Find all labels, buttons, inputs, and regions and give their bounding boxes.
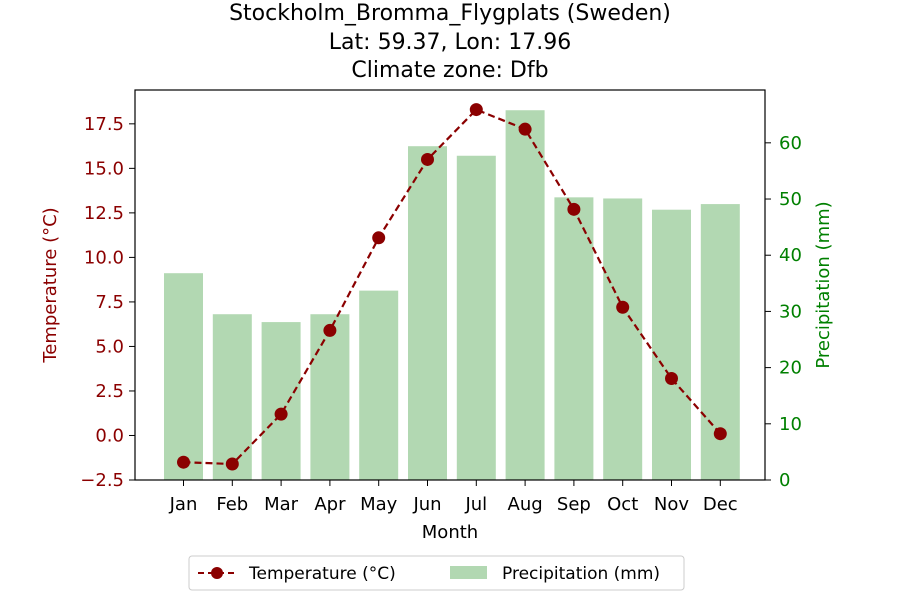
temperature-point-dec — [713, 427, 727, 441]
precipitation-tick-label: 30 — [779, 301, 802, 322]
precipitation-bar-feb — [212, 314, 252, 480]
precipitation-tick-label: 60 — [779, 133, 802, 154]
precipitation-bar-oct — [603, 198, 643, 481]
precipitation-bar-may — [359, 290, 399, 480]
legend-temperature-label: Temperature (°C) — [248, 564, 396, 584]
temperature-tick-label: 15.0 — [84, 158, 124, 179]
precipitation-bar-apr — [310, 314, 350, 480]
legend-temperature-marker — [211, 567, 223, 579]
temperature-line — [183, 108, 722, 466]
title-line-station: Stockholm_Bromma_Flygplats (Sweden) — [229, 1, 671, 26]
precipitation-tick-label: 10 — [779, 414, 802, 435]
chart-title: Stockholm_Bromma_Flygplats (Sweden) Lat:… — [229, 1, 671, 83]
temperature-tick-label: 0.0 — [95, 425, 124, 446]
precipitation-bar-sep — [554, 197, 594, 480]
precipitation-bar-jan — [164, 273, 203, 480]
month-tick-label: Jun — [412, 494, 441, 515]
temperature-point-oct — [616, 300, 630, 314]
precipitation-bar-mar — [261, 322, 301, 480]
temperature-point-aug — [518, 122, 532, 136]
temperature-point-sep — [567, 202, 581, 216]
precipitation-bars — [164, 110, 740, 481]
temperature-point-nov — [665, 371, 678, 385]
precipitation-bar-jun — [408, 146, 447, 480]
month-tick-label: Jul — [464, 494, 487, 515]
temperature-point-mar — [274, 407, 288, 421]
temperature-tick-label: 5.0 — [95, 336, 124, 357]
temperature-tick-label: 2.5 — [95, 381, 124, 402]
precipitation-bar-nov — [652, 209, 691, 481]
month-tick-label: Apr — [314, 494, 346, 515]
title-line-coordinates: Lat: 59.37, Lon: 17.96 — [329, 30, 571, 55]
precipitation-axis: 0 10 20 30 40 50 60 — [765, 133, 802, 491]
y-axis-label-temperature: Temperature (°C) — [40, 207, 61, 363]
month-tick-label: Dec — [703, 494, 738, 515]
month-tick-label: Sep — [557, 494, 591, 515]
legend-precipitation-label: Precipitation (mm) — [502, 564, 660, 584]
temperature-tick-label: 10.0 — [84, 247, 124, 268]
temperature-axis: −2.5 0.0 2.5 5.0 7.5 10.0 12.5 15.0 17.5 — [80, 114, 135, 491]
month-tick-label: Aug — [508, 494, 543, 515]
legend-precipitation-swatch — [450, 566, 487, 579]
month-tick-label: Feb — [216, 494, 248, 515]
temperature-point-may — [372, 231, 386, 245]
month-axis: Jan Feb Mar Apr May Jun Jul Aug Sep Oct Nov Dec — [169, 480, 738, 515]
precipitation-tick-label: 20 — [779, 358, 802, 379]
plot-frame — [134, 89, 766, 481]
y-axis-label-precipitation: Precipitation (mm) — [813, 201, 834, 368]
temperature-point-feb — [225, 457, 239, 471]
precipitation-tick-label: 0 — [779, 470, 790, 491]
title-line-climate-zone: Climate zone: Dfb — [351, 58, 548, 83]
precipitation-tick-label: 50 — [779, 189, 802, 210]
temperature-tick-label: 12.5 — [84, 203, 124, 224]
month-tick-label: May — [360, 494, 398, 515]
temperature-point-jul — [469, 103, 483, 117]
temperature-tick-label: 7.5 — [95, 292, 124, 313]
legend: Temperature (°C) Precipitation (mm) — [188, 555, 685, 591]
month-tick-label: Mar — [264, 494, 299, 515]
temperature-point-apr — [323, 323, 337, 337]
legend-box — [188, 555, 685, 591]
month-tick-label: Oct — [607, 494, 638, 515]
temperature-point-jun — [421, 152, 434, 166]
temperature-tick-label: −2.5 — [80, 470, 124, 491]
temperature-line-layer — [177, 103, 727, 471]
precipitation-tick-label: 40 — [779, 245, 802, 266]
temperature-tick-label: 17.5 — [84, 114, 124, 135]
month-tick-label: Nov — [654, 494, 689, 515]
month-tick-label: Jan — [169, 494, 198, 515]
precipitation-bar-aug — [505, 110, 545, 481]
precipitation-bar-jul — [456, 155, 496, 481]
x-axis-label: Month — [422, 522, 478, 543]
temperature-point-jan — [177, 455, 190, 469]
